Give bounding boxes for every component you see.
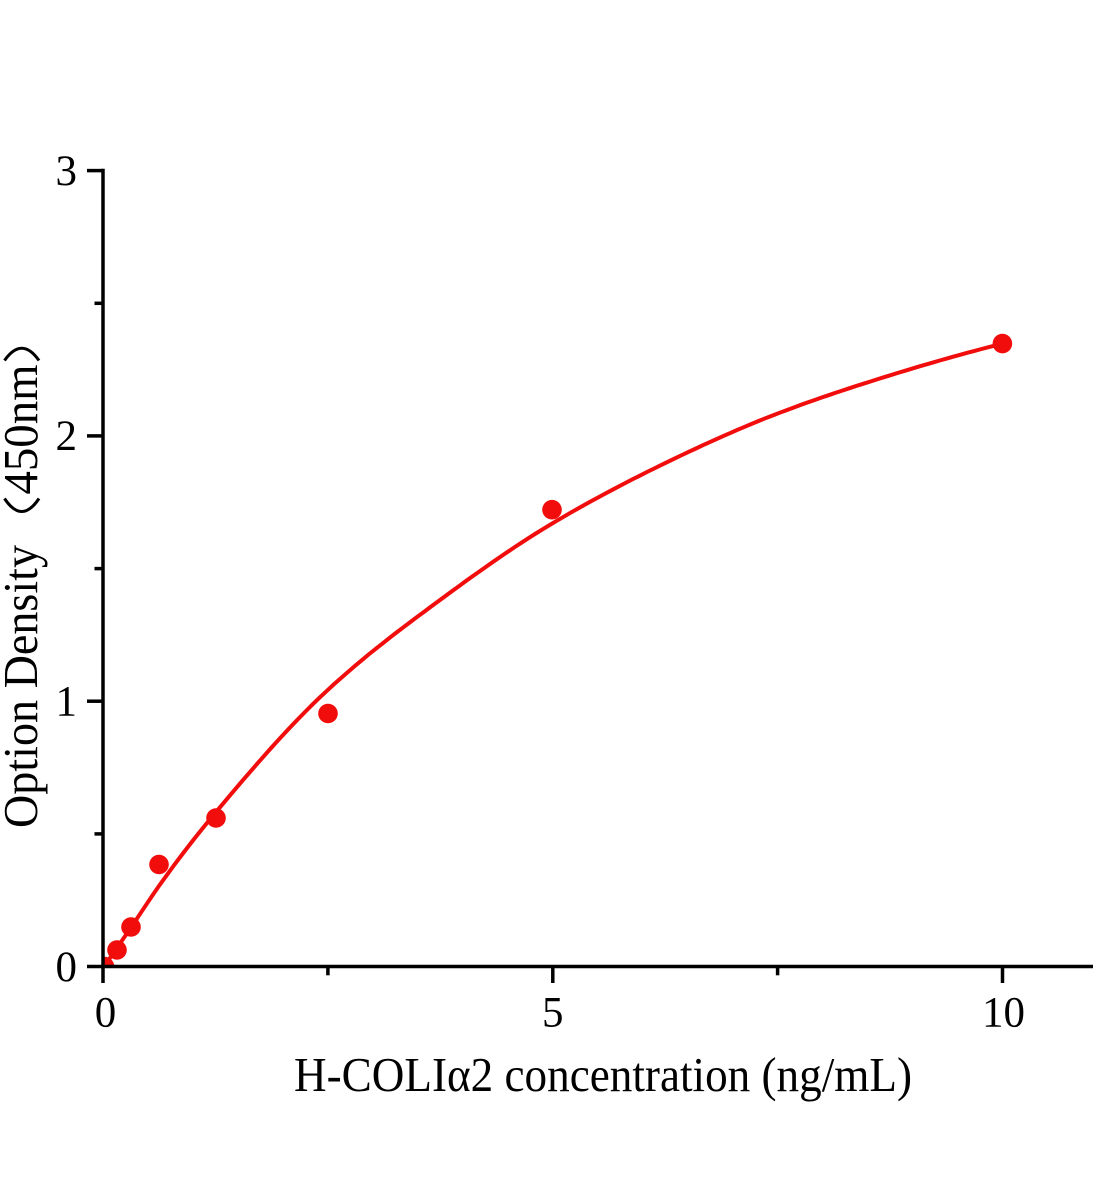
- svg-text:H-COLIα2 concentration (ng/mL): H-COLIα2 concentration (ng/mL): [294, 1047, 912, 1102]
- svg-text:1: 1: [56, 679, 78, 726]
- svg-text:10: 10: [982, 990, 1025, 1037]
- svg-text:Option Density450nm: Option Density450nm: [0, 365, 48, 829]
- svg-text:2: 2: [56, 413, 78, 460]
- svg-text:0: 0: [95, 990, 117, 1037]
- svg-text:5: 5: [542, 990, 564, 1037]
- svg-text:0: 0: [56, 944, 78, 991]
- svg-text:3: 3: [56, 148, 78, 195]
